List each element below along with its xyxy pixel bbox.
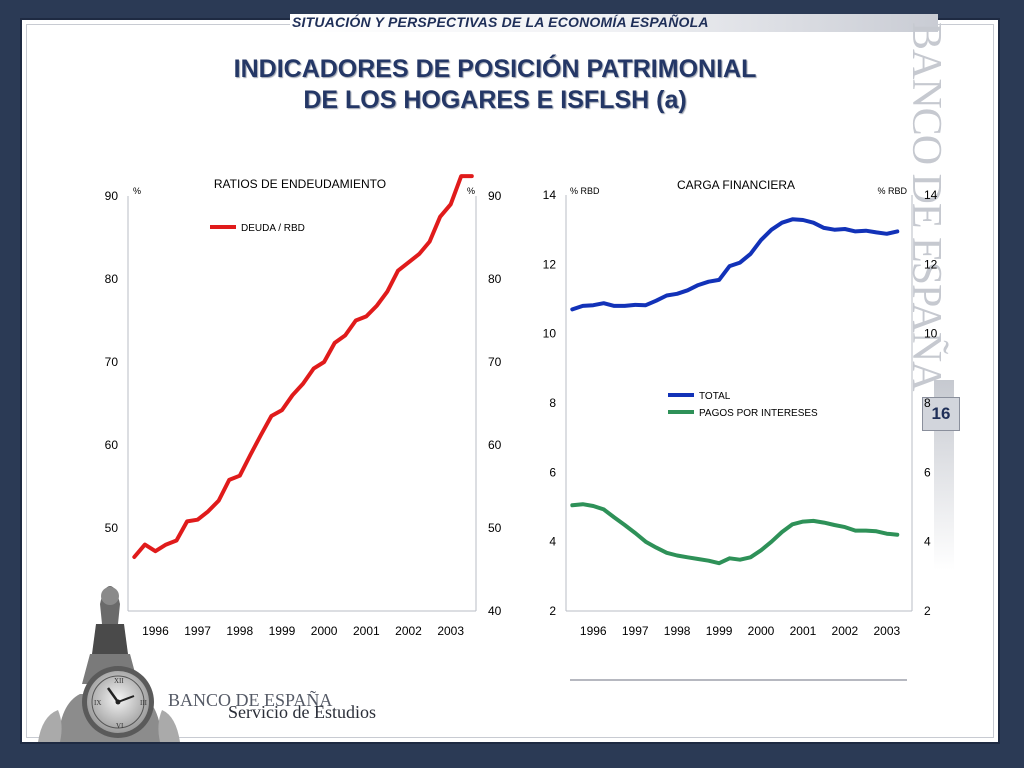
burden-chart-x-tick: 1998 <box>664 624 691 638</box>
burden-chart-left-ticks: 14 12 10 8 6 4 2 <box>543 188 557 618</box>
debt-chart-right-tick: 90 <box>488 189 502 203</box>
slide-title-line-2: DE LOS HOGARES E ISFLSH (a) <box>303 86 687 114</box>
debt-chart-left-tick: 50 <box>105 521 119 535</box>
slide <box>20 18 1000 744</box>
burden-chart-x-tick: 1997 <box>622 624 649 638</box>
burden-chart-right-tick: 4 <box>924 535 931 549</box>
slide-title: INDICADORES DE POSICIÓN PATRIMONIAL DE L… <box>150 54 840 116</box>
debt-chart-x-tick: 2000 <box>311 624 338 638</box>
burden-chart-series-line-0 <box>570 217 900 312</box>
burden-chart-axes <box>565 195 913 612</box>
debt-chart-x-ticks: 1996 1997 1998 1999 2000 2001 2002 2003 <box>142 624 464 638</box>
burden-chart-unit-right: % RBD <box>877 186 907 196</box>
debt-chart-series <box>132 174 474 559</box>
burden-chart-right-tick: 14 <box>924 188 938 202</box>
burden-chart-left-tick: 8 <box>549 396 556 410</box>
burden-chart-x-tick: 1999 <box>706 624 733 638</box>
debt-chart-left-tick: 80 <box>105 272 119 286</box>
burden-chart-left-tick: 6 <box>549 465 556 479</box>
burden-chart-series-line-1 <box>570 502 900 566</box>
debt-chart-series-line-0 <box>132 174 474 559</box>
burden-chart-right-ticks: 14 12 10 8 6 4 2 <box>924 188 938 618</box>
header-bar <box>290 14 938 32</box>
burden-chart-x-tick: 2002 <box>832 624 859 638</box>
footer-department: Servicio de Estudios <box>228 702 376 722</box>
debt-chart-x-tick: 1999 <box>269 624 296 638</box>
debt-chart-right-tick: 60 <box>488 438 502 452</box>
burden-chart-right-tick: 12 <box>924 257 938 271</box>
presentation-subtitle: SITUACIÓN Y PERSPECTIVAS DE LA ECONOMÍA … <box>292 14 709 30</box>
legend-label-interest: PAGOS POR INTERESES <box>699 408 818 419</box>
debt-chart-x-tick: 2002 <box>395 624 422 638</box>
debt-chart-left-tick: 90 <box>105 189 119 203</box>
debt-chart-right-ticks: 90 80 70 60 50 40 <box>488 189 502 618</box>
burden-chart-left-tick: 4 <box>549 535 556 549</box>
debt-chart-left-tick: 70 <box>105 355 119 369</box>
debt-chart-unit-right: % <box>467 186 475 196</box>
brand-vertical-text: BANCO DE ESPAÑA <box>903 22 949 391</box>
debt-chart-title: RATIOS DE ENDEUDAMIENTO <box>214 177 386 191</box>
slide-title-line-1: INDICADORES DE POSICIÓN PATRIMONIAL <box>233 55 757 83</box>
footer-brand-name: BANCO DE ESPAÑA <box>168 690 333 710</box>
burden-chart-x-tick: 2003 <box>873 624 900 638</box>
burden-chart-x-tick: 2001 <box>790 624 817 638</box>
debt-chart-right-tick: 80 <box>488 272 502 286</box>
burden-chart-left-tick: 14 <box>543 188 557 202</box>
svg-text:IX: IX <box>94 699 101 707</box>
debt-chart-x-tick: 1998 <box>226 624 253 638</box>
debt-chart-x-tick: 2003 <box>437 624 464 638</box>
burden-chart-series <box>570 217 900 566</box>
burden-chart-right-tick: 10 <box>924 327 938 341</box>
page-number-badge: 16 <box>922 397 960 431</box>
burden-chart-right-tick: 2 <box>924 604 931 618</box>
burden-chart-left-tick: 12 <box>543 257 557 271</box>
svg-text:VI: VI <box>116 722 124 730</box>
debt-chart-right-tick: 40 <box>488 604 502 618</box>
svg-text:III: III <box>140 699 148 707</box>
legend-label-total: TOTAL <box>699 391 731 402</box>
burden-chart-right-tick: 8 <box>924 396 931 410</box>
debt-chart-unit-left: % <box>133 186 141 196</box>
debt-chart-right-tick: 70 <box>488 355 502 369</box>
burden-chart-x-tick: 2000 <box>748 624 775 638</box>
debt-chart-left-ticks: 90 80 70 60 50 <box>105 189 119 535</box>
clock-tower-icon: XII III VI IX <box>38 586 180 742</box>
debt-chart-axes <box>127 196 477 612</box>
debt-chart-left-tick: 60 <box>105 438 119 452</box>
debt-chart-x-tick: 1997 <box>184 624 211 638</box>
debt-chart-right-tick: 50 <box>488 521 502 535</box>
burden-chart-left-tick: 2 <box>549 604 556 618</box>
debt-chart-x-tick: 1996 <box>142 624 169 638</box>
burden-chart-x-tick: 1996 <box>580 624 607 638</box>
debt-chart-x-tick: 2001 <box>353 624 380 638</box>
burden-chart-title: CARGA FINANCIERA <box>677 178 795 192</box>
burden-chart-x-ticks: 1996 1997 1998 1999 2000 2001 2002 2003 <box>580 624 901 638</box>
burden-chart-right-tick: 6 <box>924 465 931 479</box>
burden-chart-unit-left: % RBD <box>570 186 600 196</box>
svg-text:XII: XII <box>114 677 124 685</box>
legend-label-debt: DEUDA / RBD <box>241 223 305 234</box>
burden-chart-left-tick: 10 <box>543 327 557 341</box>
